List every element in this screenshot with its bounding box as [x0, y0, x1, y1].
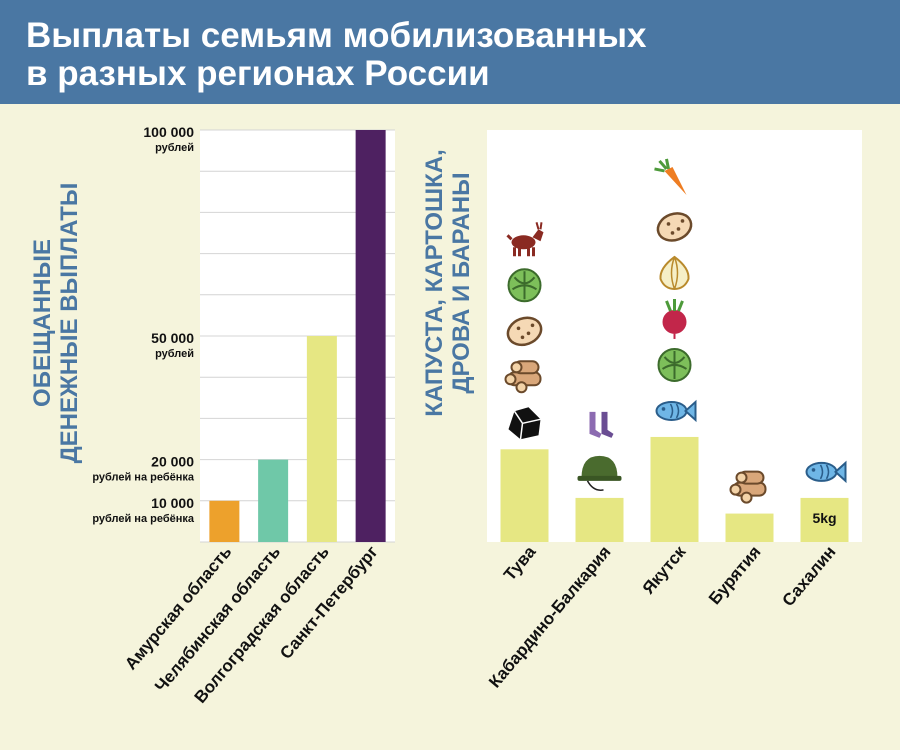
goods-chart-category-label: Сахалин	[778, 542, 839, 610]
goods-chart-bar	[575, 497, 624, 542]
money-chart-bar	[355, 130, 386, 542]
money-chart-tick-label: 10 000	[151, 495, 194, 511]
money-chart-bar	[306, 336, 337, 542]
money-chart-tick-label: 20 000	[151, 454, 194, 470]
money-chart-tick-sublabel: рублей на ребёнка	[92, 472, 195, 484]
goods-chart-bar	[725, 513, 774, 542]
money-chart-ylabel-line-2: ДЕНЕЖНЫЕ ВЫПЛАТЫ	[56, 183, 83, 464]
money-chart-bar	[258, 459, 289, 542]
goods-chart-category-label: Тува	[500, 542, 540, 584]
money-chart-tick-sublabel: рублей	[155, 348, 194, 360]
cabbage-icon	[657, 347, 692, 382]
goods-chart-category-label: Якутск	[639, 542, 690, 598]
goods-chart-category-label: Кабардино-Балкария	[485, 542, 614, 691]
goods-chart-category-label: Бурятия	[705, 542, 765, 608]
goods-chart-ylabel-line-2: ДРОВА И БАРАНЫ	[448, 172, 475, 393]
goods-chart-annotation: 5kg	[812, 510, 836, 526]
goods-chart-ylabel-line-1: КАПУСТА, КАРТОШКА,	[421, 149, 448, 417]
money-chart-ylabel-line-1: ОБЕЩАННЫЕ	[29, 239, 56, 407]
money-chart-tick-sublabel: рублей на ребёнка	[92, 513, 195, 525]
goods-chart-bar	[800, 497, 849, 542]
money-chart-tick-label: 50 000	[151, 330, 194, 346]
goods-chart-bar	[500, 449, 549, 542]
money-chart-tick-sublabel: рублей	[155, 142, 194, 154]
cabbage-icon	[507, 268, 542, 303]
goods-chart-bar	[650, 436, 699, 542]
money-chart-tick-label: 100 000	[143, 124, 194, 140]
money-chart-bar	[209, 500, 240, 542]
title-line-1: Выплаты семьям мобилизованных	[26, 16, 647, 55]
header: Выплаты семьям мобилизованных в разных р…	[0, 0, 900, 104]
title-line-2: в разных регионах России	[26, 54, 490, 93]
